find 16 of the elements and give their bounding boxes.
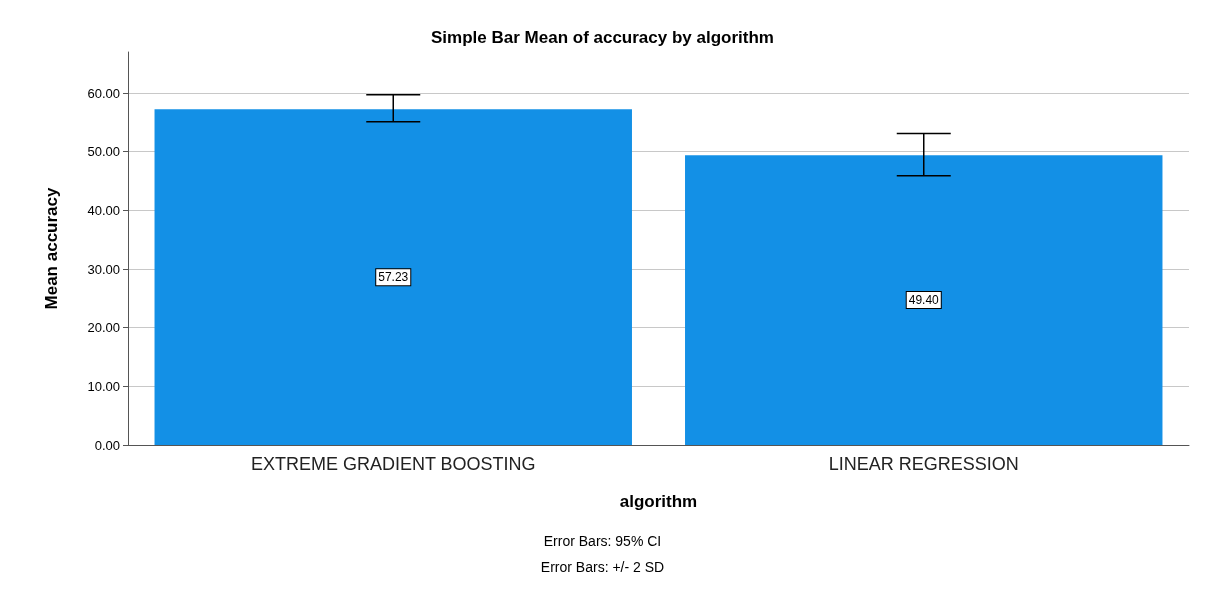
y-tick-label: 20.00 [87, 320, 120, 336]
x-tick-label: LINEAR REGRESSION [828, 454, 1019, 474]
chart-title: Simple Bar Mean of accuracy by algorithm [431, 28, 774, 47]
y-tick-label: 50.00 [87, 144, 120, 160]
y-tick-label: 10.00 [87, 378, 120, 394]
data-label: 49.40 [908, 293, 940, 308]
x-tick-label: EXTREME GRADIENT BOOSTING [250, 454, 536, 474]
text: Error Bars: +/- 2 SD [540, 559, 665, 575]
y-tick-label: 40.00 [87, 202, 120, 218]
y-axis-title: Mean accuracy [42, 187, 61, 310]
y-tick-label: 0.00 [94, 437, 120, 453]
y-tick-label: 60.00 [87, 85, 120, 101]
data-label: 57.23 [378, 270, 409, 285]
text: Error Bars: 95% CI [543, 533, 662, 549]
x-axis-title: algorithm [619, 492, 698, 511]
y-tick-label: 30.00 [87, 261, 120, 277]
